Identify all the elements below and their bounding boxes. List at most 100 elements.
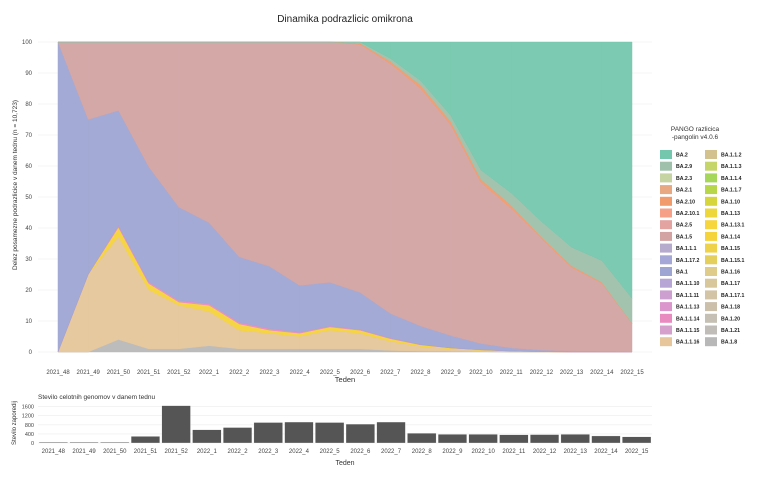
bar-2021_49 xyxy=(69,442,99,444)
legend-swatch xyxy=(705,337,717,347)
bar-y-tick-label: 1200 xyxy=(22,414,34,420)
legend-label: BA.2.5 xyxy=(676,223,692,229)
bar-plot-background xyxy=(38,402,652,443)
main-x-tick-label: 2022_4 xyxy=(290,370,311,376)
legend-label: BA.1.14 xyxy=(721,234,740,240)
main-y-tick-label: 40 xyxy=(25,226,32,232)
main-x-tick-label: 2022_1 xyxy=(199,370,220,376)
legend-swatch xyxy=(660,161,672,171)
legend-label: BA.2.10.1 xyxy=(676,211,699,217)
legend-swatch xyxy=(660,313,672,323)
legend-label: BA.1.1.3 xyxy=(721,164,742,170)
legend-swatch xyxy=(660,220,672,230)
bar-x-tick-label: 2021_48 xyxy=(42,449,66,455)
bar-2022_9 xyxy=(437,434,467,444)
legend-swatch xyxy=(705,255,717,265)
main-y-tick-label: 50 xyxy=(25,195,32,201)
main-x-tick-label: 2022_8 xyxy=(411,370,432,376)
legend-swatch xyxy=(705,243,717,253)
legend-label: BA.1.1.1 xyxy=(676,246,697,252)
legend-swatch xyxy=(660,196,672,206)
legend-swatch xyxy=(660,325,672,335)
legend-swatch xyxy=(705,290,717,300)
legend-swatch xyxy=(705,302,717,312)
bar-x-tick-label: 2022_4 xyxy=(289,449,310,455)
area-series-ba-2-3 xyxy=(58,41,633,299)
legend-label: BA.1.18 xyxy=(721,305,740,311)
bar-x-tick-label: 2022_14 xyxy=(594,449,618,455)
legend-swatch xyxy=(705,208,717,218)
bar-x-tick-label: 2021_49 xyxy=(72,449,96,455)
main-x-tick-label: 2022_14 xyxy=(590,370,614,376)
bar-x-tick-label: 2022_9 xyxy=(442,449,463,455)
main-x-tick-label: 2021_48 xyxy=(46,370,70,376)
main-x-tick-label: 2022_7 xyxy=(380,370,401,376)
main-y-tick-label: 70 xyxy=(25,133,32,139)
legend-swatch xyxy=(660,267,672,276)
legend-label: BA.1.13 xyxy=(721,211,740,217)
bar-x-tick-label: 2022_8 xyxy=(412,449,433,455)
main-x-tick-label: 2022_10 xyxy=(469,370,493,376)
legend-label: BA.1 xyxy=(676,270,688,276)
legend-swatch xyxy=(705,267,717,276)
legend-swatch xyxy=(705,173,717,183)
bar-x-tick-label: 2022_1 xyxy=(197,449,218,455)
legend-swatch xyxy=(705,313,717,323)
main-chart-y-axis-label: Delez posamezne podrazlicice v danem ted… xyxy=(12,100,19,270)
legend-label: BA.1.1.10 xyxy=(676,281,699,287)
bar-2021_48 xyxy=(38,442,68,444)
legend-label: BA.1.1.16 xyxy=(676,340,699,346)
main-y-tick-label: 0 xyxy=(29,350,33,356)
main-y-tick-label: 30 xyxy=(25,257,32,263)
legend-swatch xyxy=(660,337,672,347)
bar-x-tick-label: 2022_5 xyxy=(320,449,341,455)
legend-swatch xyxy=(705,220,717,230)
legend-swatch xyxy=(660,208,672,218)
legend-label: BA.2 xyxy=(676,153,688,159)
bar-2022_4 xyxy=(284,421,314,444)
main-y-tick-label: 60 xyxy=(25,164,32,170)
legend-swatch xyxy=(705,196,717,206)
legend-label: BA.1.1.14 xyxy=(676,316,699,322)
legend-label: BA.1.1.2 xyxy=(721,153,742,159)
bar-2022_2 xyxy=(223,427,253,444)
main-x-tick-label: 2022_5 xyxy=(320,370,341,376)
bar-chart-x-axis-label: Teden xyxy=(335,460,354,467)
bar-2022_5 xyxy=(315,422,345,444)
main-y-tick-label: 80 xyxy=(25,102,32,108)
legend-label: BA.2.3 xyxy=(676,176,692,182)
main-y-tick-label: 10 xyxy=(25,319,32,325)
legend-label: BA.1.16 xyxy=(721,270,740,276)
bar-x-tick-label: 2022_6 xyxy=(350,449,371,455)
bar-x-tick-label: 2022_2 xyxy=(228,449,249,455)
main-y-tick-label: 20 xyxy=(25,288,32,294)
legend-swatch xyxy=(660,290,672,300)
legend-label: BA.1.1.7 xyxy=(721,188,742,194)
legend-swatch xyxy=(660,231,672,241)
legend-label: BA.1.21 xyxy=(721,328,740,334)
main-chart-title: Dinamika podrazlicic omikrona xyxy=(277,14,413,25)
bar-x-tick-label: 2021_52 xyxy=(164,449,188,455)
legend-swatch xyxy=(660,173,672,183)
bar-2022_11 xyxy=(499,434,529,444)
bar-y-tick-label: 0 xyxy=(31,441,34,447)
bar-2022_10 xyxy=(468,434,498,444)
main-x-tick-label: 2022_3 xyxy=(259,370,280,376)
legend-label: BA.1.5 xyxy=(676,234,692,240)
main-x-tick-label: 2022_2 xyxy=(229,370,250,376)
main-x-tick-label: 2021_50 xyxy=(107,370,131,376)
legend-label: BA.2.10 xyxy=(676,199,695,205)
bar-2021_52 xyxy=(161,405,191,444)
bar-y-tick-label: 800 xyxy=(25,423,34,429)
bar-x-tick-label: 2022_12 xyxy=(533,449,557,455)
bar-chart-y-axis-label: Stevilo zaporedij xyxy=(12,401,18,445)
bar-x-tick-label: 2022_11 xyxy=(502,449,526,455)
legend-label: BA.1.1.4 xyxy=(721,176,742,182)
legend-swatch xyxy=(660,302,672,312)
legend-label: BA.1.8 xyxy=(721,340,737,346)
bar-2022_8 xyxy=(407,433,437,444)
legend-label: BA.2.1 xyxy=(676,188,692,194)
main-x-tick-label: 2022_6 xyxy=(350,370,371,376)
bar-x-tick-label: 2022_10 xyxy=(471,449,495,455)
